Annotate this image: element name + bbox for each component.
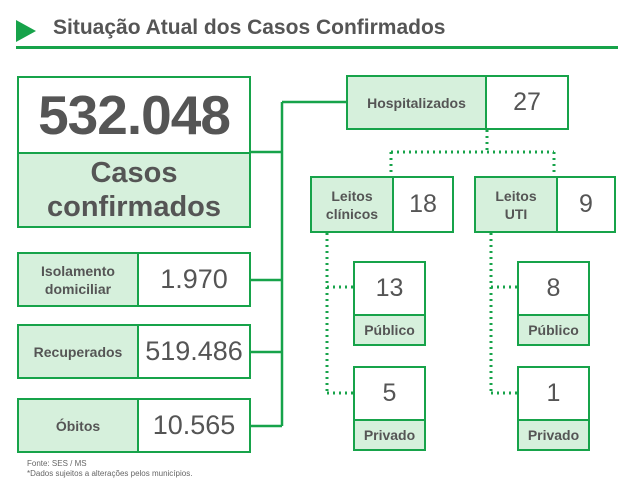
icu-private-value: 1: [519, 368, 588, 419]
deaths-value: 10.565: [139, 400, 249, 451]
isolation-label-line2: domiciliar: [44, 280, 112, 297]
total-label-line2: confirmados: [46, 191, 222, 223]
recovered-label: Recuperados: [19, 326, 139, 377]
isolation-label-line1: Isolamento: [41, 262, 115, 279]
clinical-label-line1: Leitos: [331, 187, 373, 204]
icu-label-line2: UTI: [504, 205, 528, 222]
clinical-label-line2: clínicos: [325, 205, 379, 222]
header-arrow-icon: [16, 20, 36, 42]
hospitalized-label: Hospitalizados: [348, 77, 487, 128]
page-title: Situação Atual dos Casos Confirmados: [53, 16, 446, 39]
clinical-beds-value: 18: [394, 178, 452, 231]
icu-public-value: 8: [519, 263, 588, 314]
footer-source: Fonte: SES / MS: [27, 459, 87, 468]
icu-private-box: 1 Privado: [517, 366, 590, 451]
icu-public-box: 8 Público: [517, 261, 590, 346]
isolation-value: 1.970: [139, 254, 249, 305]
dotted-lines: [325, 130, 556, 395]
clinical-public-box: 13 Público: [353, 261, 426, 346]
total-cases-value: 532.048: [19, 78, 249, 152]
title-underline: [16, 46, 618, 49]
icu-public-label: Público: [519, 314, 588, 344]
icu-label-line1: Leitos: [495, 187, 537, 204]
hospitalized-box: Hospitalizados 27: [346, 75, 569, 130]
isolation-label: Isolamento domiciliar: [19, 254, 139, 305]
deaths-label: Óbitos: [19, 400, 139, 451]
icu-private-label: Privado: [519, 419, 588, 449]
clinical-public-value: 13: [355, 263, 424, 314]
total-cases-label: Casos confirmados: [19, 152, 249, 226]
hospitalized-value: 27: [487, 77, 567, 128]
clinical-private-label: Privado: [355, 419, 424, 449]
clinical-beds-label: Leitos clínicos: [312, 178, 394, 231]
icu-beds-value: 9: [558, 178, 614, 231]
total-label-line1: Casos: [90, 157, 178, 189]
deaths-row: Óbitos 10.565: [17, 398, 251, 453]
footer-note: *Dados sujeitos a alterações pelos munic…: [27, 469, 193, 478]
isolation-row: Isolamento domiciliar 1.970: [17, 252, 251, 307]
total-cases-box: 532.048 Casos confirmados: [17, 76, 251, 228]
clinical-public-label: Público: [355, 314, 424, 344]
clinical-private-value: 5: [355, 368, 424, 419]
clinical-private-box: 5 Privado: [353, 366, 426, 451]
clinical-beds-box: Leitos clínicos 18: [310, 176, 454, 233]
recovered-value: 519.486: [139, 326, 249, 377]
icu-beds-label: Leitos UTI: [476, 178, 558, 231]
recovered-row: Recuperados 519.486: [17, 324, 251, 379]
icu-beds-box: Leitos UTI 9: [474, 176, 616, 233]
